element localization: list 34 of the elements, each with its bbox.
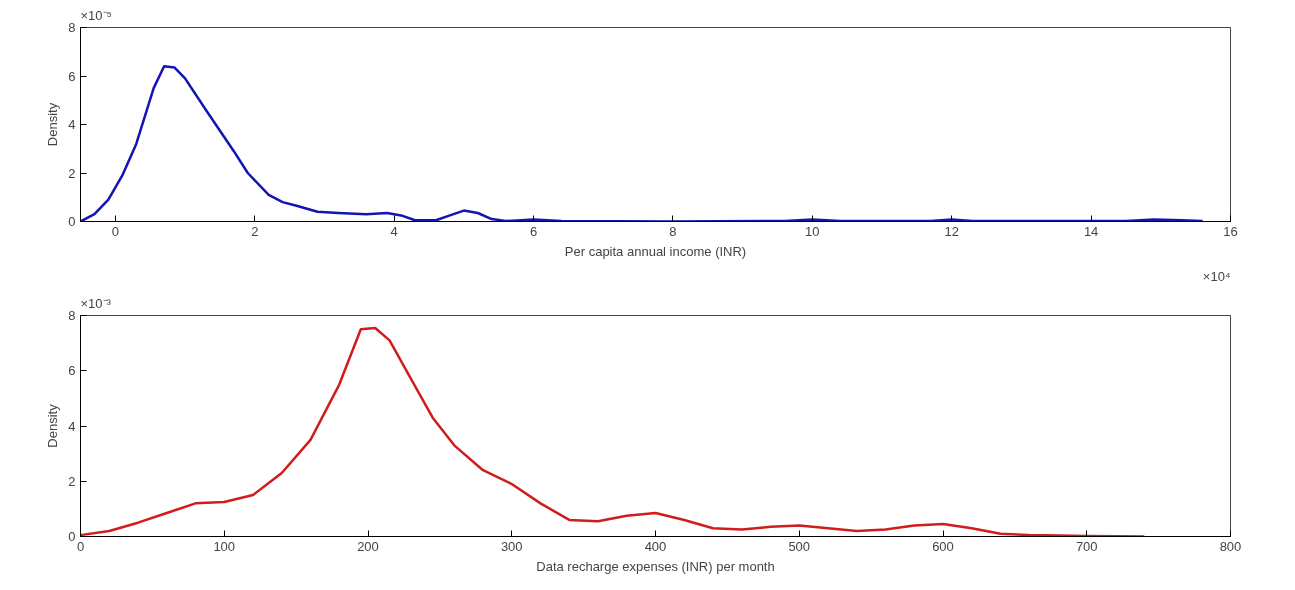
y-tick-label: 4 [68,418,76,434]
y-axis-title: Density [45,102,61,147]
x-tick-label: 8 [669,223,677,239]
line-series [80,326,1146,537]
x-tick-label: 10 [805,223,820,239]
text: ×10⁻³ [80,295,112,311]
x-tick-label: 200 [357,538,379,554]
x-tick-label: 2 [251,223,259,239]
x-tick-label: 700 [1075,538,1098,554]
x-tick-label: 100 [213,538,236,554]
y-tick-label: 2 [68,165,76,181]
y-tick-label: 2 [68,473,76,489]
x-tick-label: 14 [1083,223,1099,239]
x-tick-label: 600 [932,538,954,554]
y-tick-label: 8 [68,308,76,323]
x-tick-label: 500 [788,538,811,554]
x-axis-title: Per capita annual income (INR) [564,243,747,259]
y-tick-label: 6 [68,363,76,379]
x-tick-label: 16 [1223,223,1238,239]
x-tick-label: 800 [1219,538,1242,554]
x-tick-label: 4 [390,223,398,239]
text: ×10⁴ [1202,268,1231,284]
y-axis-title: Density [45,403,61,448]
x-tick-label: 400 [644,538,667,554]
x-tick-label: 300 [500,538,523,554]
x-tick-label: 0 [111,223,119,239]
x-tick-label: 12 [944,223,959,239]
y-tick-label: 4 [68,117,76,132]
y-tick-label: 8 [68,20,76,35]
x-axis-title: Data recharge expenses (INR) per month [536,558,775,574]
line-series [80,65,1204,222]
y-tick-label: 6 [68,68,76,84]
text: ×10⁻⁵ [80,7,112,23]
x-tick-label: 6 [529,223,538,239]
